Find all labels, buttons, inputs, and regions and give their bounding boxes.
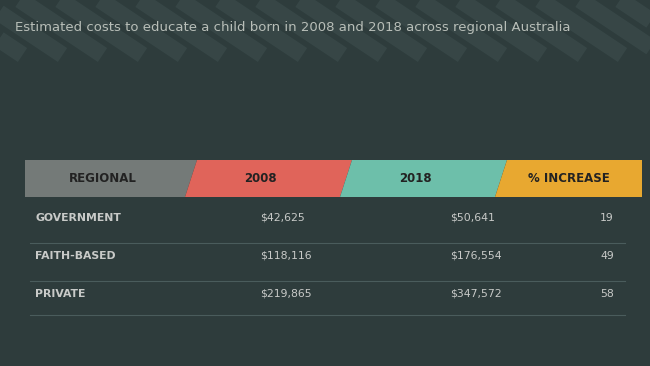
Polygon shape (495, 160, 642, 197)
Text: % INCREASE: % INCREASE (528, 172, 610, 185)
Text: 19: 19 (600, 213, 614, 223)
Polygon shape (340, 160, 507, 197)
Text: $347,572: $347,572 (450, 289, 502, 299)
Text: $118,116: $118,116 (260, 251, 311, 261)
Text: $219,865: $219,865 (260, 289, 311, 299)
Text: 2008: 2008 (244, 172, 277, 185)
Polygon shape (25, 160, 197, 197)
Text: FAITH-BASED: FAITH-BASED (35, 251, 116, 261)
Text: PRIVATE: PRIVATE (35, 289, 85, 299)
Text: $50,641: $50,641 (450, 213, 495, 223)
Text: REGIONAL: REGIONAL (69, 172, 137, 185)
Text: Estimated costs to educate a child born in 2008 and 2018 across regional Austral: Estimated costs to educate a child born … (15, 22, 571, 34)
Text: 58: 58 (600, 289, 614, 299)
Polygon shape (185, 160, 352, 197)
Text: GOVERNMENT: GOVERNMENT (35, 213, 121, 223)
Text: 2018: 2018 (400, 172, 432, 185)
Text: $42,625: $42,625 (260, 213, 305, 223)
Text: $176,554: $176,554 (450, 251, 502, 261)
Text: 49: 49 (600, 251, 614, 261)
